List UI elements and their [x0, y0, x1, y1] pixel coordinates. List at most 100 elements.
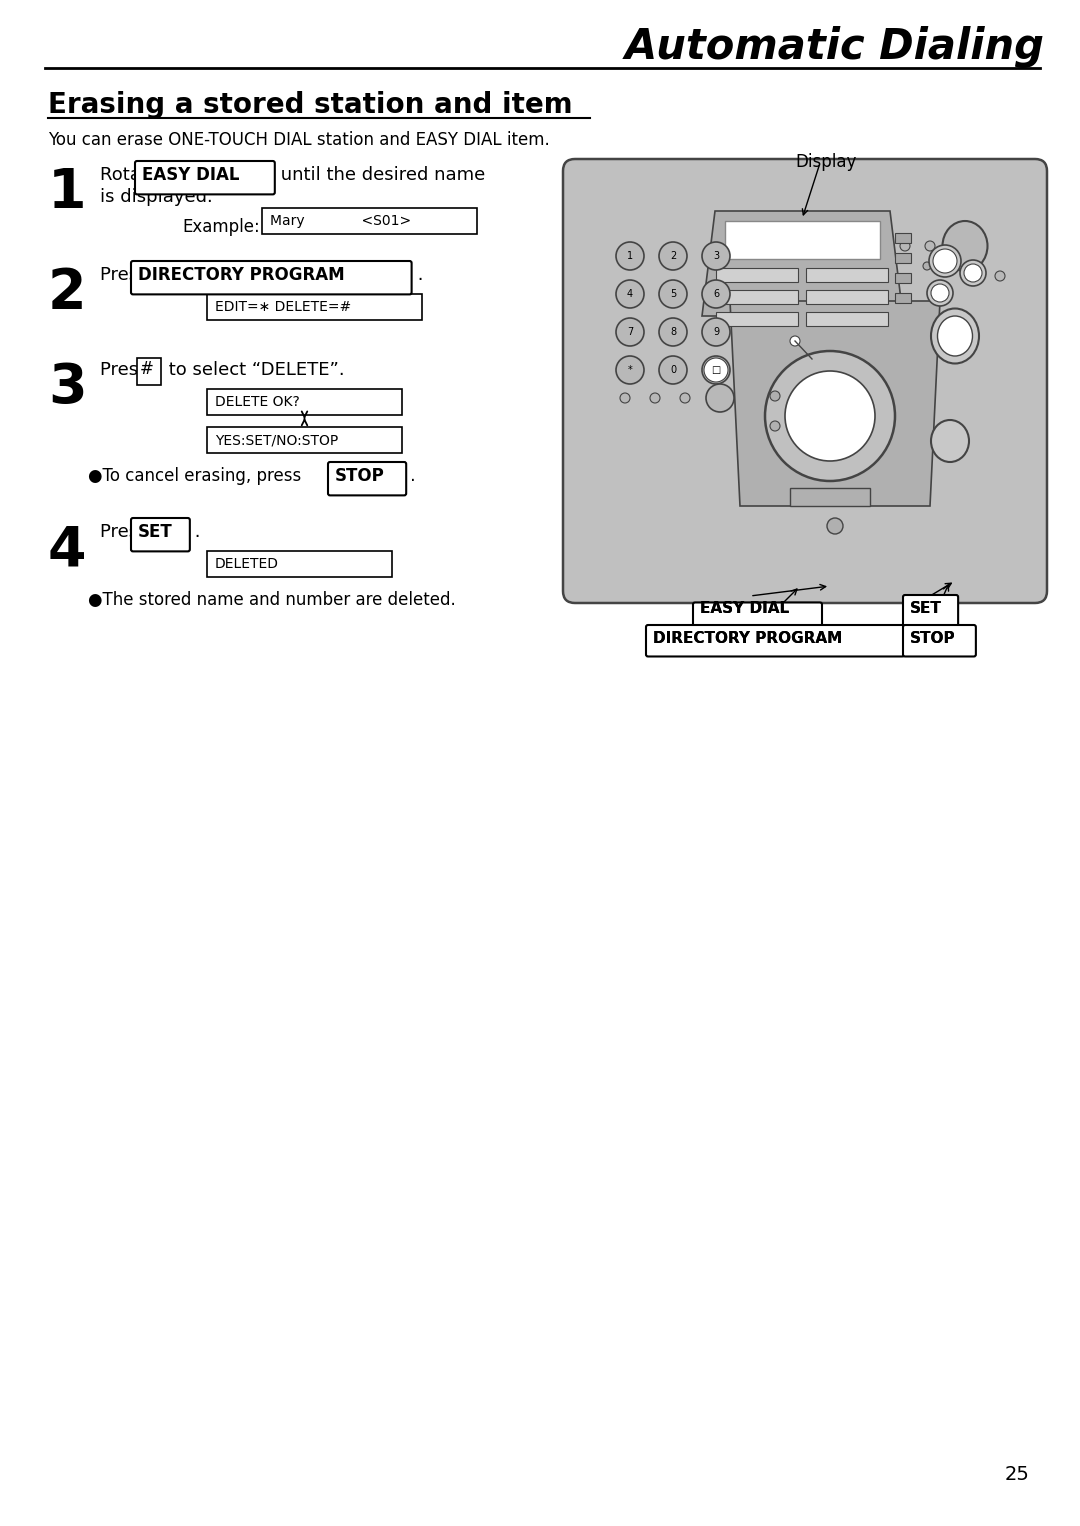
- Bar: [806, 311, 888, 327]
- FancyBboxPatch shape: [563, 159, 1047, 603]
- Polygon shape: [702, 211, 903, 316]
- Bar: [895, 233, 912, 243]
- Bar: [789, 488, 870, 507]
- Text: EASY DIAL: EASY DIAL: [700, 601, 789, 617]
- Circle shape: [924, 241, 935, 250]
- FancyBboxPatch shape: [135, 162, 274, 194]
- Circle shape: [616, 356, 644, 385]
- Circle shape: [900, 241, 910, 250]
- Circle shape: [616, 317, 644, 346]
- Circle shape: [680, 394, 690, 403]
- Ellipse shape: [929, 246, 961, 278]
- Text: Press: Press: [100, 523, 153, 542]
- Text: until the desired name: until the desired name: [274, 166, 485, 185]
- Circle shape: [616, 243, 644, 270]
- Text: □: □: [712, 365, 720, 375]
- Text: .: .: [189, 523, 200, 542]
- Text: 3: 3: [713, 250, 719, 261]
- Text: #: #: [140, 360, 153, 378]
- Text: 3: 3: [48, 362, 86, 415]
- Circle shape: [706, 385, 734, 412]
- Circle shape: [659, 356, 687, 385]
- Ellipse shape: [937, 316, 972, 356]
- FancyBboxPatch shape: [693, 603, 822, 627]
- Text: EASY DIAL: EASY DIAL: [141, 166, 240, 185]
- Circle shape: [765, 351, 895, 481]
- Ellipse shape: [931, 420, 969, 462]
- Text: SET: SET: [138, 523, 173, 542]
- Text: Automatic Dialing: Automatic Dialing: [625, 26, 1045, 69]
- Text: 4: 4: [626, 288, 633, 299]
- Circle shape: [789, 336, 800, 346]
- Text: 1: 1: [48, 166, 86, 220]
- Text: 25: 25: [1005, 1465, 1030, 1483]
- Bar: [207, 295, 422, 320]
- Bar: [207, 551, 392, 577]
- Text: DIRECTORY PROGRAM: DIRECTORY PROGRAM: [653, 630, 842, 645]
- Text: Display: Display: [795, 153, 856, 171]
- Circle shape: [770, 421, 780, 430]
- Text: *: *: [627, 365, 633, 375]
- Text: STOP: STOP: [910, 630, 956, 645]
- Text: 0: 0: [670, 365, 676, 375]
- Ellipse shape: [933, 249, 957, 273]
- Circle shape: [702, 317, 730, 346]
- Text: Press: Press: [100, 362, 153, 378]
- Text: Erasing a stored station and item: Erasing a stored station and item: [48, 92, 572, 119]
- FancyBboxPatch shape: [903, 595, 958, 627]
- Text: 8: 8: [670, 327, 676, 337]
- Text: 2: 2: [670, 250, 676, 261]
- Circle shape: [659, 243, 687, 270]
- Text: Example:: Example:: [183, 218, 260, 237]
- Bar: [207, 389, 402, 415]
- Text: 7: 7: [626, 327, 633, 337]
- Ellipse shape: [943, 221, 987, 272]
- Text: EASY DIAL: EASY DIAL: [700, 601, 789, 617]
- Text: .: .: [411, 266, 423, 284]
- Bar: [262, 208, 477, 233]
- Bar: [207, 427, 402, 453]
- Bar: [806, 269, 888, 282]
- Text: YES:SET/NO:STOP: YES:SET/NO:STOP: [215, 433, 338, 447]
- Circle shape: [616, 279, 644, 308]
- Text: is displayed.: is displayed.: [100, 188, 213, 206]
- Text: 2: 2: [48, 266, 86, 320]
- Circle shape: [923, 262, 931, 270]
- Ellipse shape: [964, 264, 982, 282]
- Circle shape: [966, 262, 974, 270]
- Text: DELETED: DELETED: [215, 557, 279, 571]
- Circle shape: [785, 371, 875, 461]
- Circle shape: [702, 356, 730, 385]
- Circle shape: [659, 279, 687, 308]
- Circle shape: [704, 359, 728, 382]
- Circle shape: [995, 272, 1005, 281]
- Circle shape: [770, 391, 780, 401]
- Bar: [716, 290, 798, 304]
- Text: Press: Press: [100, 266, 153, 284]
- Bar: [716, 269, 798, 282]
- Polygon shape: [730, 301, 940, 507]
- Text: SET: SET: [910, 601, 942, 617]
- Text: SET: SET: [910, 601, 942, 617]
- Text: DELETE OK?: DELETE OK?: [215, 395, 300, 409]
- Bar: [895, 253, 912, 262]
- FancyBboxPatch shape: [131, 517, 190, 551]
- Bar: [725, 221, 880, 259]
- FancyBboxPatch shape: [328, 462, 406, 496]
- Text: DIRECTORY PROGRAM: DIRECTORY PROGRAM: [138, 266, 345, 284]
- Text: 1: 1: [626, 250, 633, 261]
- Circle shape: [620, 394, 630, 403]
- FancyBboxPatch shape: [131, 261, 411, 295]
- Text: ●The stored name and number are deleted.: ●The stored name and number are deleted.: [87, 591, 456, 609]
- Text: DIRECTORY PROGRAM: DIRECTORY PROGRAM: [653, 630, 842, 645]
- Text: 4: 4: [48, 523, 86, 577]
- Text: .: .: [405, 467, 416, 485]
- Text: STOP: STOP: [335, 467, 384, 485]
- Circle shape: [659, 317, 687, 346]
- Ellipse shape: [931, 284, 949, 302]
- Text: 9: 9: [713, 327, 719, 337]
- Text: 6: 6: [713, 288, 719, 299]
- Text: You can erase ONE-TOUCH DIAL station and EASY DIAL item.: You can erase ONE-TOUCH DIAL station and…: [48, 131, 550, 150]
- Bar: [137, 359, 161, 386]
- FancyBboxPatch shape: [903, 626, 976, 656]
